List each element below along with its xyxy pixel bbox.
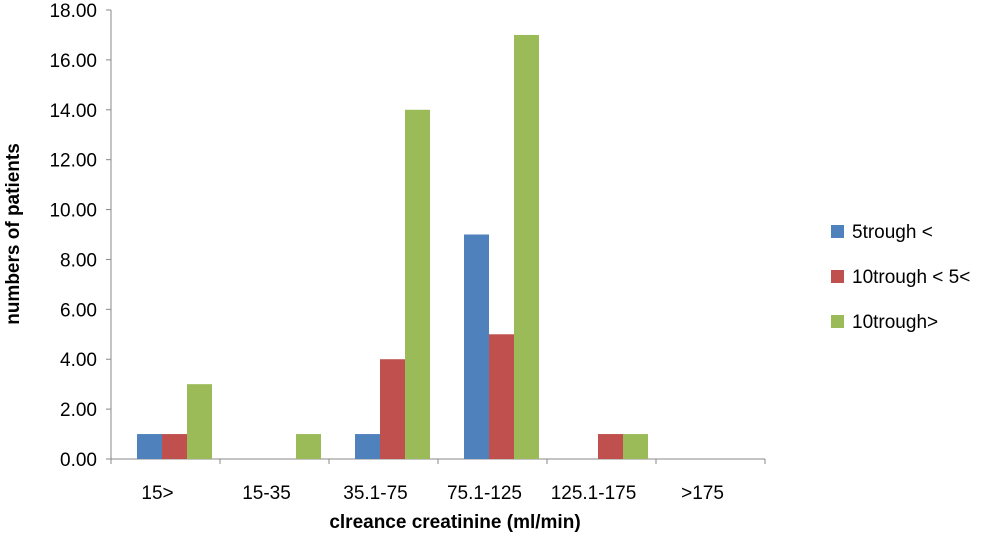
y-tick-label: 6.00 — [60, 300, 97, 321]
legend-label: 10trough < 5< — [852, 267, 970, 288]
bar-3 — [187, 384, 212, 459]
y-tick-label: 12.00 — [49, 151, 97, 172]
x-axis: 15> 15-35 35.1-75 75.1-125 125.1-175 >175 — [110, 458, 766, 504]
y-axis-title: numbers of patients — [3, 143, 24, 325]
y-tick-label: 14.00 — [49, 101, 97, 122]
x-tick-label: >175 — [681, 483, 724, 504]
y-tick-label: 8.00 — [60, 250, 97, 271]
y-tick-label: 0.00 — [60, 450, 97, 471]
legend-swatch — [831, 315, 844, 328]
y-tick-label: 18.00 — [49, 1, 97, 22]
x-tick-label: 35.1-75 — [343, 483, 407, 504]
x-tick-label: 15> — [141, 483, 173, 504]
bar-2 — [598, 434, 623, 459]
y-tick-label: 10.00 — [49, 201, 97, 222]
x-tick-label: 15-35 — [242, 483, 291, 504]
bar-2 — [380, 359, 405, 459]
x-tick-label: 125.1-175 — [551, 483, 637, 504]
x-tick-label: 75.1-125 — [447, 483, 522, 504]
y-axis: 0.00 2.00 4.00 6.00 8.00 10.00 12.00 14.00 16.00… — [49, 1, 112, 471]
bar-1 — [137, 434, 162, 459]
y-tick-label: 16.00 — [49, 51, 97, 72]
bar-2 — [489, 334, 514, 459]
bar-3 — [623, 434, 648, 459]
bar-1 — [355, 434, 380, 459]
legend-label: 5trough < — [852, 222, 933, 243]
bar-3 — [514, 34, 539, 459]
x-axis-title: clreance creatinine (ml/min) — [329, 512, 580, 533]
bars — [137, 34, 648, 460]
y-tick-label: 2.00 — [60, 400, 97, 421]
legend-swatch — [831, 270, 844, 283]
x-tick-labels: 15> 15-35 35.1-75 75.1-125 125.1-175 >175 — [110, 459, 766, 504]
bar-3 — [405, 109, 430, 460]
bar-3 — [296, 434, 321, 459]
legend-swatch — [831, 225, 844, 238]
y-tick-label: 4.00 — [60, 350, 97, 371]
y-tick-labels: 0.00 2.00 4.00 6.00 8.00 10.00 12.00 14.00 16.00… — [49, 1, 111, 471]
bar-1 — [464, 234, 489, 459]
bar-2 — [162, 434, 187, 459]
legend: 5trough < 10trough < 5< 10trough> — [831, 222, 970, 333]
legend-label: 10trough> — [852, 312, 938, 333]
